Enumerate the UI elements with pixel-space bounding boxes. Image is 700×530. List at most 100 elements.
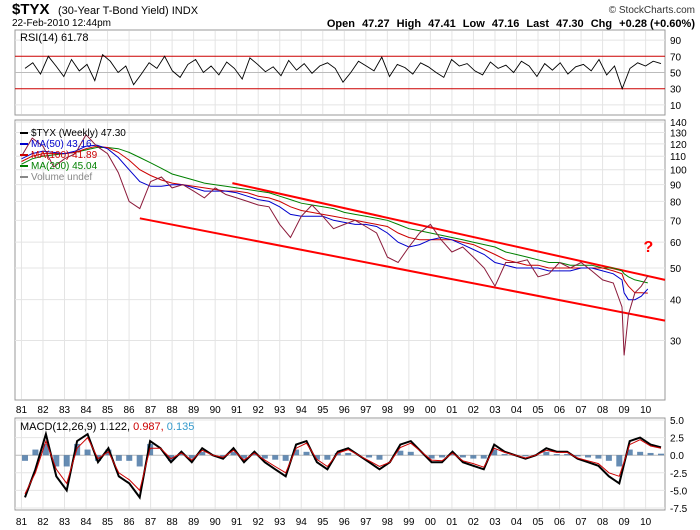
rsi-tick-label: 70 [670, 52, 682, 63]
copyright: © StockCharts.com [608, 5, 695, 16]
macd-hist-bar [261, 455, 268, 459]
x-tick-label: 97 [360, 405, 372, 416]
macd-hist-bar [115, 455, 122, 461]
macd-hist-bar [637, 451, 644, 456]
macd-hist-bar [334, 452, 341, 456]
macd-hist-bar [407, 451, 414, 456]
rsi-label: RSI(14) 61.78 [20, 32, 89, 44]
macd-hist-bar [42, 443, 49, 456]
price-tick-label: 110 [670, 152, 686, 163]
macd-label: MACD(12,26,9) 1.122, 0.987, 0.135 [20, 421, 194, 433]
macd-tick-label: 0.0 [670, 451, 684, 462]
x-tick-label: 98 [382, 405, 394, 416]
question-annotation: ? [643, 239, 653, 256]
x-tick-label: 10 [640, 405, 652, 416]
x-tick-label: 91 [231, 405, 243, 416]
price-tick-label: 70 [670, 216, 682, 227]
x-tick-label: 00 [425, 405, 437, 416]
x-tick-label: 94 [296, 405, 308, 416]
price-tick-label: 140 [670, 118, 687, 129]
macd-hist-bar [63, 455, 70, 467]
macd-hist-bar [605, 455, 612, 461]
macd-hist-bar [553, 454, 560, 456]
macd-panel: 5.0 2.5 0.0 -2.5 -5.0 -7.5 MACD(12,26,9) 1.12… [14, 416, 688, 515]
open-value: 47.27 [362, 18, 390, 30]
price-tick-label: 80 [670, 197, 682, 208]
x-tick-label: 93 [274, 405, 286, 416]
macd-hist-bar [345, 452, 352, 456]
macd-hist-bar [376, 455, 383, 460]
x-tick-label: 99 [403, 405, 415, 416]
x-tick-label: 93 [274, 517, 286, 528]
x-tick-label: 09 [619, 517, 631, 528]
x-axis-middle: 81 82 83 84 85 86 87 88 89 90 91 92 93 94 95 96 97 98 99 00… [16, 405, 652, 416]
x-tick-label: 89 [188, 405, 200, 416]
x-tick-label: 97 [360, 517, 372, 528]
x-tick-label: 85 [102, 517, 114, 528]
macd-hist-bar [178, 452, 185, 456]
x-tick-label: 05 [532, 405, 544, 416]
macd-hist-bar [303, 451, 310, 456]
x-tick-label: 03 [489, 405, 501, 416]
macd-hist-bar [585, 455, 592, 458]
rsi-tick-label: 10 [670, 101, 682, 112]
low-value: 47.16 [491, 18, 520, 30]
macd-tick-label: 5.0 [670, 416, 684, 427]
macd-hist-bar [595, 455, 602, 459]
x-tick-label: 92 [253, 405, 265, 416]
x-tick-label: 02 [468, 405, 480, 416]
x-tick-label: 06 [554, 517, 566, 528]
last-value: 47.30 [556, 18, 584, 30]
signal-line [24, 436, 662, 495]
price-frame [14, 119, 666, 401]
x-tick-label: 88 [167, 405, 179, 416]
macd-hist-bar [480, 455, 487, 459]
macd-tick-label: -7.5 [670, 504, 688, 515]
x-tick-label: 09 [619, 405, 631, 416]
macd-hist-bar [126, 455, 133, 461]
legend-label: MA(100) 41.89 [31, 150, 98, 161]
rsi-tick-label: 30 [670, 85, 682, 96]
x-tick-label: 89 [188, 517, 200, 528]
high-value: 47.41 [428, 18, 456, 30]
channel-lower-line [139, 217, 666, 322]
ma100-line [21, 145, 648, 294]
x-tick-label: 95 [317, 405, 329, 416]
x-tick-label: 88 [167, 517, 179, 528]
x-tick-label: 04 [511, 517, 523, 528]
chart-date: 22-Feb-2010 12:44pm [12, 18, 111, 29]
x-tick-label: 05 [532, 517, 544, 528]
macd-tick-label: 2.5 [670, 434, 684, 445]
x-tick-label: 99 [403, 517, 415, 528]
price-tick-label: 30 [670, 336, 682, 347]
macd-hist-bar [313, 455, 320, 460]
x-tick-label: 08 [597, 405, 609, 416]
macd-hist-bar [397, 450, 404, 456]
x-tick-label: 83 [59, 517, 71, 528]
macd-hist-bar [136, 455, 143, 467]
symbol: $TYX [12, 1, 50, 18]
x-tick-label: 82 [37, 405, 49, 416]
macd-hist-bar [22, 455, 28, 461]
x-tick-label: 90 [210, 405, 222, 416]
x-tick-label: 02 [468, 517, 480, 528]
x-tick-label: 96 [339, 517, 351, 528]
rsi-tick-label: 90 [670, 36, 682, 47]
macd-frame [14, 417, 666, 511]
macd-hist-bar [366, 455, 373, 458]
macd-hist-bar [616, 455, 623, 467]
rsi-tick-label: 50 [670, 69, 682, 80]
chart-header: $TYX (30-Year T-Bond Yield) INDX 22-Feb-… [10, 1, 695, 30]
macd-tick-label: -2.5 [670, 469, 688, 480]
macd-hist-bar [501, 454, 508, 456]
macd-hist-bar [282, 455, 289, 461]
quote-summary: Open 47.27 High 47.41 Low 47.16 Last 47.… [326, 18, 695, 30]
x-tick-label: 01 [446, 405, 458, 416]
x-tick-label: 95 [317, 517, 329, 528]
x-tick-label: 98 [382, 517, 394, 528]
rsi-panel: 90 70 50 30 10 RSI(14) 61.78 [14, 29, 682, 116]
x-tick-label: 84 [80, 405, 92, 416]
x-tick-label: 04 [511, 405, 523, 416]
ma200-line [21, 147, 648, 284]
macd-hist-bar [470, 455, 477, 459]
